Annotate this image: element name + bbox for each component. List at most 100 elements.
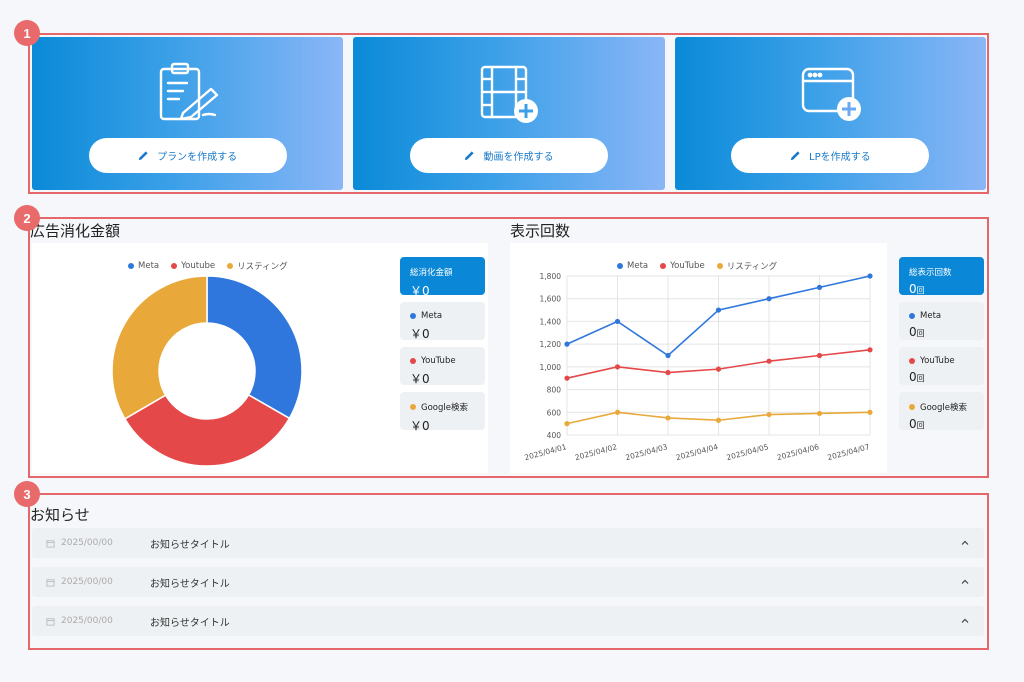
notice-title: お知らせタイトル: [150, 539, 230, 551]
notice-row[interactable]: 2025/00/00 お知らせタイトル: [32, 567, 984, 597]
y-tick-label: 1,400: [540, 317, 562, 326]
calendar-icon: [46, 578, 55, 587]
legend-item: YouTube: [660, 260, 705, 272]
stat-value: ￥0: [410, 372, 430, 386]
x-tick-label: 2025/04/06: [776, 442, 820, 462]
stat-label: Meta: [909, 311, 974, 321]
spend-legend: Meta Youtube リスティング: [128, 260, 288, 272]
data-point: [614, 364, 621, 370]
stat-label: YouTube: [410, 356, 475, 366]
google-spend-card: Google検索 ￥0: [400, 392, 485, 433]
x-tick-label: 2025/04/02: [574, 442, 618, 462]
data-point: [564, 421, 570, 427]
donut-slice-1: [206, 275, 303, 420]
data-point: [614, 318, 621, 325]
legend-item: リスティング: [227, 260, 288, 272]
notice-row[interactable]: 2025/00/00 お知らせタイトル: [32, 606, 984, 636]
meta-impressions-card: Meta 0回: [899, 302, 984, 340]
chevron-up-icon[interactable]: [960, 616, 970, 626]
y-tick-label: 600: [547, 408, 562, 417]
data-point: [867, 409, 873, 415]
x-tick-label: 2025/04/07: [826, 442, 870, 462]
stat-label: 総消化金額: [410, 268, 453, 278]
notice-date: 2025/00/00: [46, 538, 150, 548]
video-card[interactable]: 動画を作成する: [353, 37, 665, 190]
data-point: [867, 273, 873, 279]
create-lp-button[interactable]: LPを作成する: [731, 138, 930, 173]
chevron-up-icon[interactable]: [960, 538, 970, 548]
total-impressions-card: 総表示回数 0回: [899, 257, 984, 296]
pencil-icon: [139, 151, 148, 161]
data-point: [614, 409, 621, 415]
legend-item: Meta: [617, 260, 648, 272]
create-video-button[interactable]: 動画を作成する: [409, 138, 608, 173]
data-point: [564, 341, 570, 347]
calendar-icon: [46, 539, 55, 548]
create-plan-label: プランを作成する: [157, 152, 238, 163]
film-add-icon: [480, 65, 538, 123]
google-impressions-card: Google検索 0回: [899, 392, 984, 431]
stat-value: 0回: [909, 370, 925, 384]
stat-value: ￥0: [410, 327, 430, 341]
data-point: [665, 352, 671, 359]
youtube-impressions-card: YouTube 0回: [899, 347, 984, 385]
total-spend-card: 総消化金額 ￥0: [400, 257, 485, 298]
data-point: [564, 375, 570, 381]
x-tick-label: 2025/04/01: [523, 442, 567, 462]
x-tick-label: 2025/04/03: [624, 442, 668, 462]
calendar-icon: [46, 617, 55, 626]
create-video-label: 動画を作成する: [483, 152, 554, 163]
stat-label: Google検索: [410, 401, 475, 413]
chevron-up-icon[interactable]: [960, 577, 970, 587]
y-tick-label: 800: [547, 386, 562, 395]
section-frame-1: [28, 33, 989, 194]
x-tick-label: 2025/04/04: [675, 442, 719, 462]
y-tick-label: 1,800: [540, 272, 562, 281]
stat-label: 総表示回数: [909, 268, 952, 278]
create-plan-button[interactable]: プランを作成する: [88, 138, 287, 173]
browser-add-icon: [802, 67, 862, 121]
create-lp-label: LPを作成する: [809, 152, 871, 163]
lp-card[interactable]: LPを作成する: [674, 37, 986, 190]
legend-item: リスティング: [716, 260, 777, 272]
data-point: [867, 347, 873, 353]
notice-row[interactable]: 2025/00/00 お知らせタイトル: [32, 528, 984, 558]
plan-card[interactable]: プランを作成する: [32, 37, 344, 190]
legend-item: Meta: [128, 260, 159, 272]
data-point: [816, 352, 823, 359]
pencil-icon: [790, 151, 800, 161]
y-tick-label: 1,600: [540, 295, 562, 304]
notice-title: お知らせタイトル: [150, 617, 230, 629]
youtube-spend-card: YouTube ￥0: [400, 347, 485, 386]
legend-item: Youtube: [171, 260, 215, 272]
stat-value: 0回: [909, 417, 925, 431]
spend-donut-chart: [111, 275, 303, 467]
section-badge-1: 1: [14, 20, 40, 46]
data-point: [766, 358, 772, 364]
notice-date: 2025/00/00: [46, 616, 150, 626]
data-point: [715, 307, 722, 313]
donut-slice-2: [123, 393, 291, 467]
data-point: [766, 296, 772, 302]
section-badge-2: 2: [14, 205, 40, 231]
impressions-line-chart: 1,800 1,600 1,400 1,200 1,000 800 600 400 2025/0…: [523, 272, 873, 462]
y-tick-label: 1,200: [540, 340, 562, 349]
stat-value: ￥0: [410, 419, 430, 433]
stat-label: YouTube: [909, 356, 974, 366]
notice-date: 2025/00/00: [46, 577, 150, 587]
donut-slice-3: [111, 275, 208, 420]
clipboard-edit-icon: [159, 62, 218, 121]
x-tick-label: 2025/04/05: [725, 442, 769, 462]
stat-value: 0回: [909, 282, 925, 296]
stat-value: ￥0: [410, 284, 430, 298]
data-point: [715, 417, 722, 423]
data-point: [665, 369, 671, 376]
data-point: [665, 415, 671, 421]
section-frame-3: [28, 493, 989, 650]
data-point: [715, 366, 722, 372]
data-point: [816, 284, 823, 290]
pencil-icon: [465, 151, 475, 161]
stat-label: Meta: [410, 311, 475, 321]
stat-label: Google検索: [909, 401, 974, 413]
section-frame-2: [28, 217, 989, 478]
